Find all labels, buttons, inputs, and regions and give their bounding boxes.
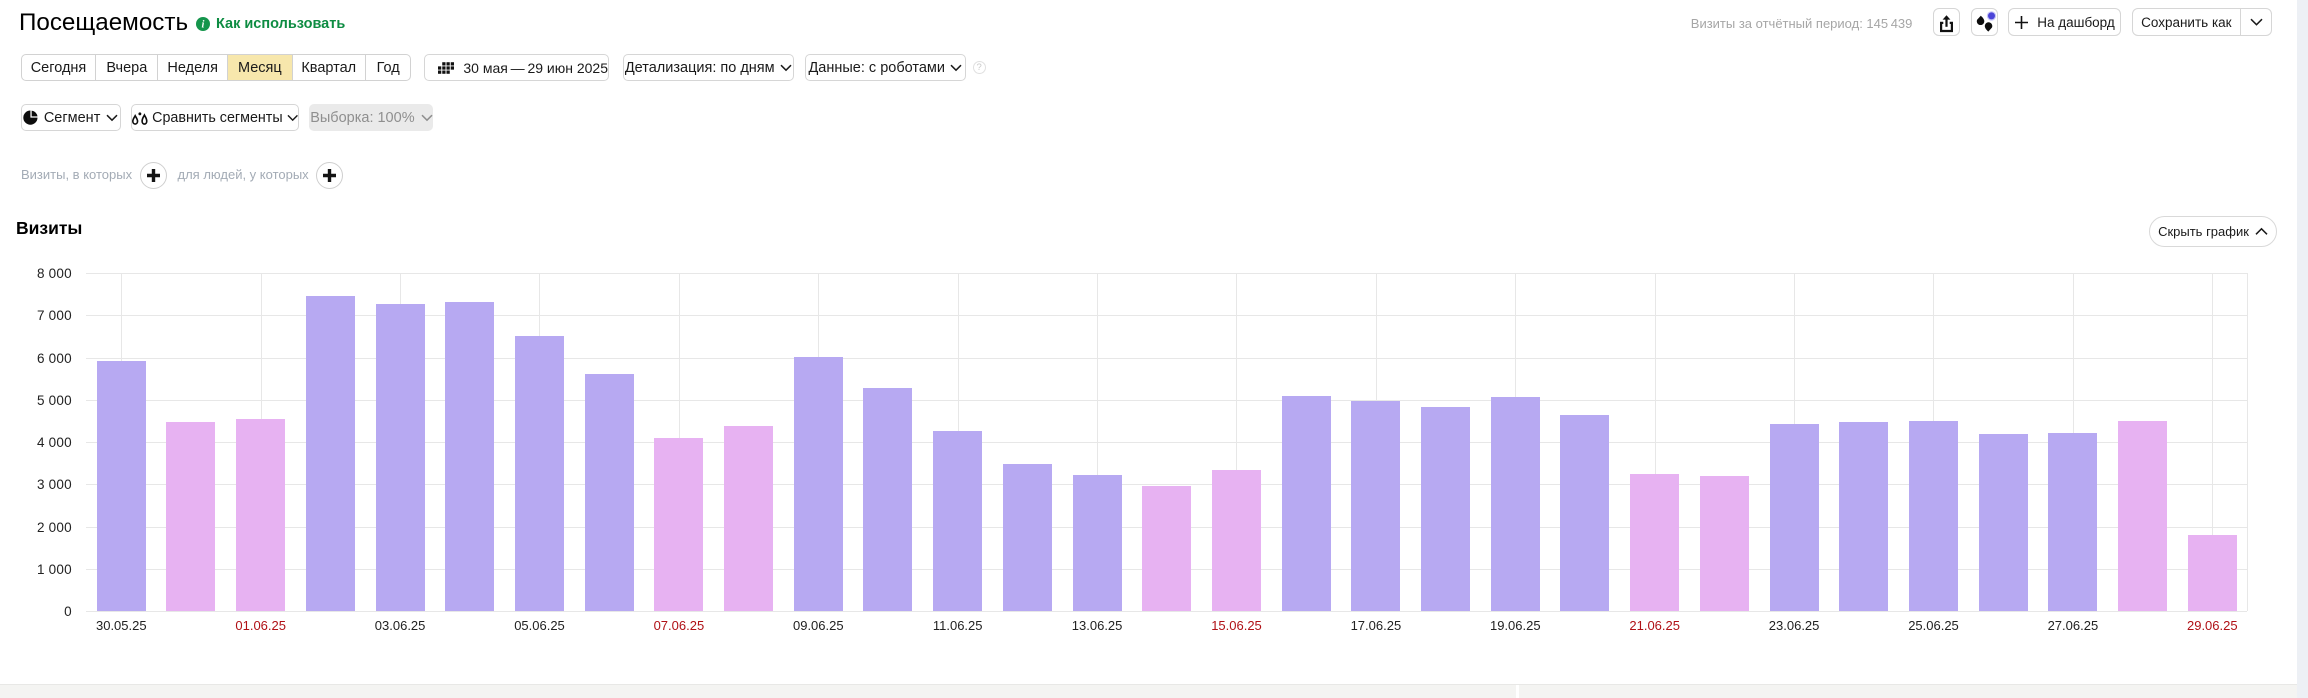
svg-text:i: i [202, 20, 205, 31]
